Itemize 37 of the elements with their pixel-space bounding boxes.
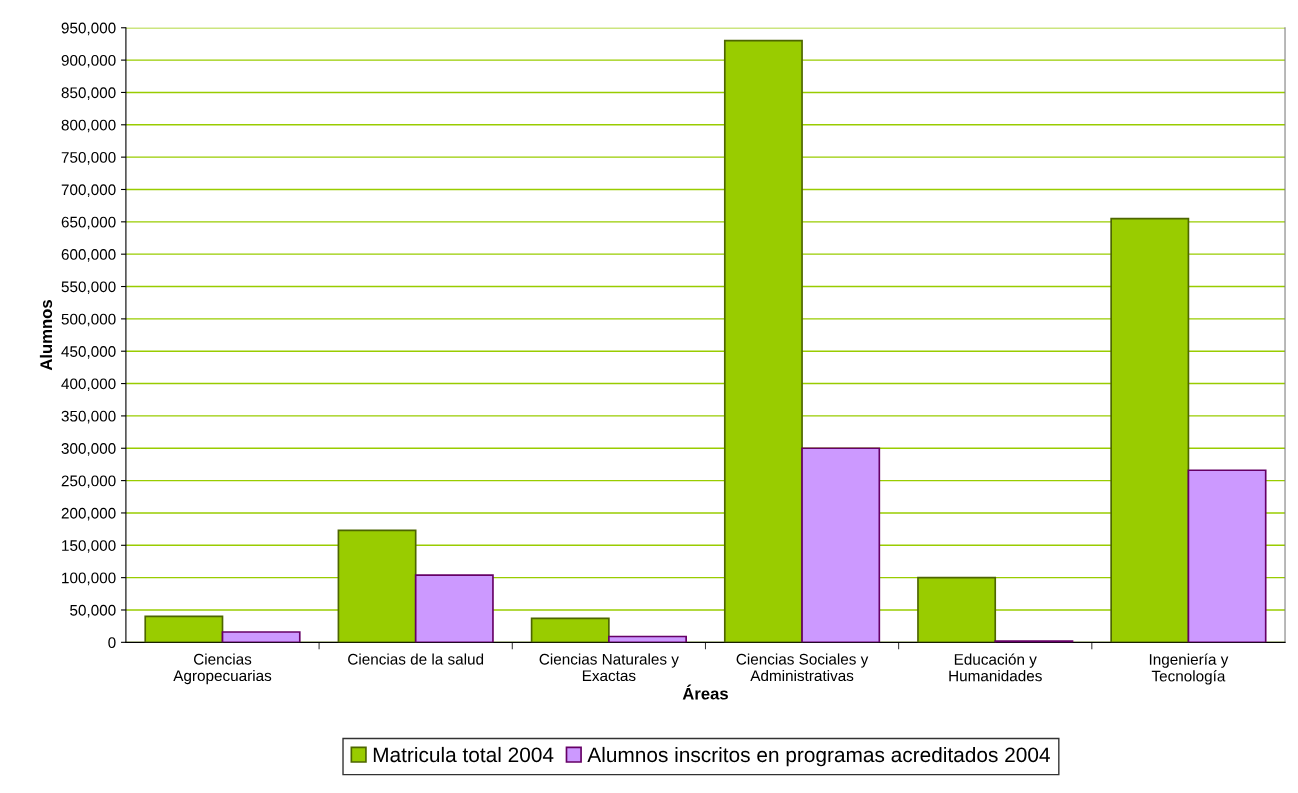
y-tick-label: 750,000 bbox=[61, 152, 116, 165]
y-tick-label: 950,000 bbox=[61, 22, 116, 36]
y-tick-label: 300,000 bbox=[61, 443, 116, 456]
y-tick-label: 350,000 bbox=[61, 410, 116, 424]
x-tick-label: Ciencias Agropecuarias bbox=[173, 653, 272, 685]
y-tick-label: 700,000 bbox=[61, 184, 116, 197]
y-tick-label: 450,000 bbox=[61, 346, 116, 359]
y-tick-label: 100,000 bbox=[62, 572, 116, 586]
y-tick-label: 200,000 bbox=[61, 507, 116, 521]
bar bbox=[221, 631, 301, 643]
y-tick-label: 50,000 bbox=[70, 604, 116, 618]
x-tick-label: Ingeniería y Tecnología bbox=[1149, 653, 1229, 685]
x-tick-label: Ciencias Sociales y Administrativas bbox=[736, 653, 869, 682]
y-tick-label: 650,000 bbox=[61, 216, 116, 230]
y-tick-label: 600,000 bbox=[61, 249, 116, 262]
bar bbox=[530, 617, 610, 643]
bar bbox=[414, 574, 494, 643]
y-tick-label: 250,000 bbox=[61, 475, 116, 489]
x-tick-label: Educación y Humanidades bbox=[949, 653, 1042, 682]
bar bbox=[1187, 469, 1267, 643]
legend-label: Matricula total 2004 bbox=[373, 746, 554, 763]
y-tick-label: 800,000 bbox=[61, 119, 116, 133]
y-tick-label: 500,000 bbox=[61, 313, 116, 327]
x-tick-label: Ciencias Naturales y Exactas bbox=[539, 653, 679, 682]
bar bbox=[801, 447, 881, 643]
x-tick-label: Ciencias de la salud bbox=[348, 653, 484, 665]
y-tick-label: 0 bbox=[108, 637, 116, 649]
bar bbox=[608, 635, 687, 643]
bar bbox=[144, 615, 224, 643]
y-tick-label: 550,000 bbox=[61, 281, 116, 295]
y-tick-label: 150,000 bbox=[62, 540, 116, 553]
y-tick-label: 850,000 bbox=[61, 87, 116, 100]
y-axis-title: Alumnos bbox=[39, 300, 53, 371]
y-tick-label: 400,000 bbox=[61, 378, 116, 392]
legend-label: Alumnos inscritos en programas acreditados 2004 bbox=[587, 746, 1050, 767]
y-tick-label: 900,000 bbox=[61, 54, 116, 68]
x-axis-title: Áreas bbox=[682, 684, 728, 700]
